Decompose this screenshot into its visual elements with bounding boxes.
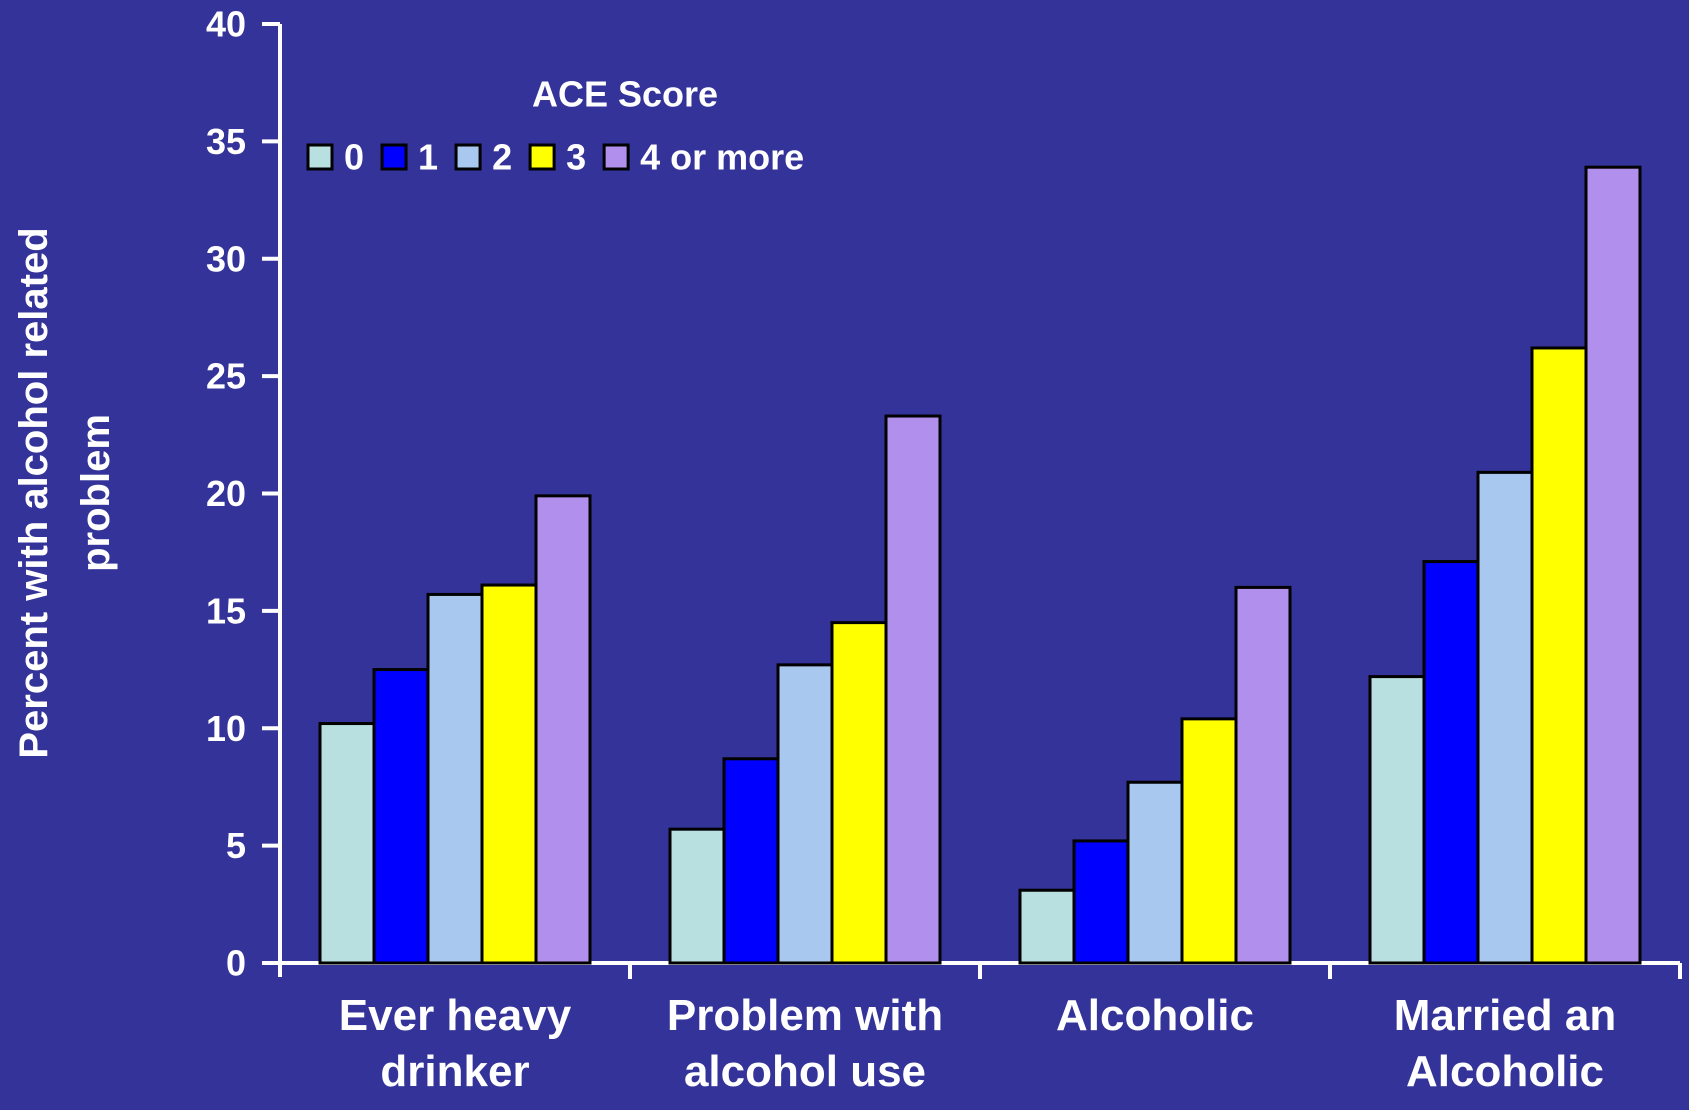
bar <box>534 494 592 965</box>
bar <box>1530 346 1588 965</box>
x-tick-label: Ever heavy <box>339 991 572 1040</box>
bar <box>426 592 484 965</box>
legend-swatch <box>380 143 408 171</box>
bar <box>668 827 726 965</box>
bar <box>372 668 430 965</box>
y-axis-label: Percent with alcohol related problem <box>12 227 118 758</box>
legend-entry: 1 <box>418 137 438 178</box>
x-tick-label: drinker <box>380 1047 529 1096</box>
legend-entry: 3 <box>566 137 586 178</box>
legend-entry: 2 <box>492 137 512 178</box>
y-tick-label: 30 <box>206 238 246 279</box>
x-tick-label: Alcoholic <box>1056 991 1254 1040</box>
bars <box>318 165 1642 965</box>
legend-swatch <box>602 143 630 171</box>
bar <box>884 414 942 965</box>
y-tick-label: 5 <box>226 825 246 866</box>
x-tick-labels: Ever heavy drinker Problem with alcohol use… <box>339 991 1616 1096</box>
bar <box>1476 470 1534 965</box>
x-tick-label: Problem with <box>667 991 943 1040</box>
bar <box>480 583 538 965</box>
legend: ACE Score 0 1 2 3 4 or more <box>306 74 804 178</box>
legend-title: ACE Score <box>532 74 718 115</box>
bar <box>1368 675 1426 965</box>
y-tick-label: 0 <box>226 943 246 984</box>
bar <box>1018 888 1076 965</box>
bar <box>1180 717 1238 965</box>
bar <box>1072 839 1130 965</box>
bar <box>1584 165 1642 965</box>
legend-entry: 0 <box>344 137 364 178</box>
y-tick-label: 25 <box>206 356 246 397</box>
legend-swatch <box>454 143 482 171</box>
x-tick-label: Alcoholic <box>1406 1047 1604 1096</box>
y-ticks: 0 5 10 15 20 25 30 35 40 <box>206 4 280 984</box>
legend-swatch <box>306 143 334 171</box>
bar <box>776 663 834 965</box>
y-tick-label: 15 <box>206 590 246 631</box>
bar <box>1234 585 1292 965</box>
y-tick-label: 35 <box>206 121 246 162</box>
y-axis-label-line: Percent with alcohol related <box>12 227 56 758</box>
legend-entry: 4 or more <box>640 137 804 178</box>
legend-swatch <box>528 143 556 171</box>
bar <box>722 757 780 965</box>
x-tick-label: Married an <box>1394 991 1617 1040</box>
bar <box>830 621 888 965</box>
bar <box>1126 780 1184 965</box>
x-tick-label: alcohol use <box>684 1047 926 1096</box>
y-tick-label: 20 <box>206 473 246 514</box>
bar <box>1422 560 1480 965</box>
y-tick-label: 40 <box>206 4 246 45</box>
y-tick-label: 10 <box>206 708 246 749</box>
y-axis-label-line: problem <box>74 414 118 572</box>
bar <box>318 722 376 965</box>
